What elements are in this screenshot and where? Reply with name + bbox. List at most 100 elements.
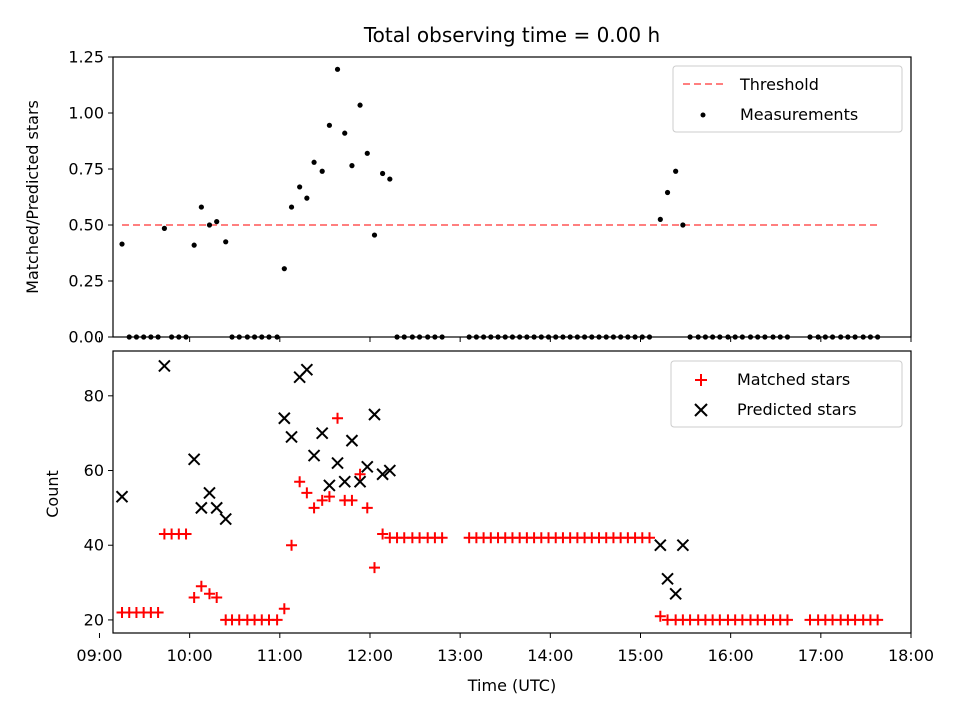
top-y-tick-label: 1.25	[68, 48, 104, 67]
bottom-x-ticks: 09:00 10:00 11:00 12:00 13:00 14:00 15:00 16:00…	[76, 633, 934, 665]
bottom-axes-frame	[112, 350, 912, 634]
matched-star-point	[368, 562, 380, 574]
bottom-legend-box	[670, 360, 903, 428]
bottom-x-tick-label: 10:00	[167, 646, 213, 665]
bottom-x-tick-label: 16:00	[708, 646, 754, 665]
top-legend: Threshold Measurements	[672, 65, 903, 133]
bottom-x-tick-label: 13:00	[437, 646, 483, 665]
measurement-point	[357, 102, 363, 108]
bottom-y-ticks: 20 40 60 80	[84, 386, 113, 629]
measurement-point	[304, 195, 310, 201]
predicted-star-point	[361, 460, 374, 473]
measurement-point	[657, 216, 663, 222]
matched-star-point	[203, 588, 215, 600]
bottom-y-tick-label: 20	[84, 610, 104, 629]
matched-star-point	[377, 528, 389, 540]
measurement-point	[288, 204, 295, 210]
measurement-point	[342, 130, 348, 136]
predicted-star-point	[323, 479, 336, 492]
measurement-point	[161, 225, 167, 231]
bottom-panel: Count Time (UTC) 20 40 60 80 09:00 10:00 11:0…	[43, 350, 934, 695]
predicted-star-point	[353, 475, 367, 488]
matched-star-point	[294, 476, 306, 488]
predicted-star-point	[368, 408, 381, 421]
legend-matched-swatch	[695, 374, 707, 386]
bottom-y-tick-label: 40	[84, 536, 104, 555]
bottom-ylabel: Count	[43, 470, 62, 518]
matched-star-point	[301, 487, 313, 499]
top-y-tick-label: 1.00	[68, 104, 104, 123]
predicted-star-point	[654, 539, 667, 552]
measurement-point	[349, 163, 355, 169]
predicted-star-point	[676, 539, 690, 552]
legend-matched-label: Matched stars	[737, 370, 850, 389]
matched-star-point	[323, 491, 335, 503]
bottom-x-tick-label: 15:00	[617, 646, 663, 665]
matched-star-point	[781, 614, 793, 626]
predicted-star-point	[278, 412, 291, 425]
top-ylabel: Matched/Predicted stars	[23, 100, 42, 294]
chart-title: Total observing time = 0.00 h	[363, 23, 660, 47]
matched-star-point	[152, 606, 164, 618]
predicted-star-point	[338, 475, 351, 488]
matched-star-point	[332, 412, 344, 424]
predicted-star-point	[307, 449, 321, 462]
measurement-point	[223, 239, 229, 245]
bottom-x-tick-label: 09:00	[76, 646, 122, 665]
measurement-point	[326, 122, 333, 128]
measurement-point	[281, 266, 287, 272]
matched-star-point	[361, 502, 373, 514]
matched-star-point	[872, 614, 884, 626]
bottom-xlabel: Time (UTC)	[467, 676, 556, 695]
measurement-point	[664, 189, 671, 196]
matched-star-point	[316, 494, 328, 506]
top-y-ticks: 0.00 0.25 0.50 0.75 1.00 1.25	[68, 48, 113, 347]
bottom-y-tick-label: 80	[84, 386, 104, 405]
matched-star-point	[286, 539, 298, 551]
top-y-tick-label: 0.50	[68, 216, 104, 235]
top-y-tick-label: 0.25	[68, 272, 104, 291]
predicted-star-point	[203, 486, 216, 500]
predicted-stars-points	[115, 359, 690, 600]
matched-star-point	[195, 580, 207, 592]
measurement-point	[214, 219, 220, 225]
predicted-star-point	[661, 572, 674, 586]
measurement-point	[673, 168, 679, 174]
matched-star-point	[188, 592, 200, 604]
legend-measurements-label: Measurements	[740, 105, 858, 124]
predicted-star-point	[669, 587, 682, 600]
bottom-y-tick-label: 60	[84, 461, 104, 480]
top-axes-frame	[112, 56, 912, 338]
measurement-point	[364, 150, 370, 156]
bottom-x-tick-label: 14:00	[527, 646, 573, 665]
measurement-point	[334, 66, 341, 72]
top-panel: Total observing time = 0.00 h Matched/Pr…	[23, 23, 912, 347]
predicted-star-point	[210, 501, 223, 515]
predicted-star-point	[376, 468, 389, 481]
measurement-point	[380, 170, 386, 177]
bottom-x-tick-label: 17:00	[798, 646, 844, 665]
measurement-point	[387, 176, 393, 182]
predicted-star-point	[315, 426, 329, 440]
predicted-star-point	[331, 456, 344, 470]
matched-star-point	[211, 592, 223, 604]
measurement-point	[191, 242, 197, 248]
bottom-x-tick-label: 11:00	[257, 646, 303, 665]
top-y-tick-label: 0.75	[68, 160, 104, 179]
predicted-star-point	[158, 359, 171, 373]
measurement-point	[119, 241, 125, 247]
matched-star-point	[180, 528, 192, 540]
matched-star-point	[278, 603, 290, 615]
measurement-point	[198, 204, 204, 210]
legend-predicted-label: Predicted stars	[737, 400, 857, 419]
measurement-point	[371, 232, 378, 238]
predicted-star-point	[187, 453, 201, 466]
matched-star-point	[346, 494, 358, 506]
legend-threshold-label: Threshold	[739, 75, 819, 94]
matched-stars-points	[116, 412, 884, 626]
bottom-x-tick-label: 12:00	[347, 646, 393, 665]
predicted-star-point	[383, 464, 397, 477]
matched-star-point	[436, 532, 448, 544]
top-y-tick-label: 0.00	[68, 328, 104, 347]
